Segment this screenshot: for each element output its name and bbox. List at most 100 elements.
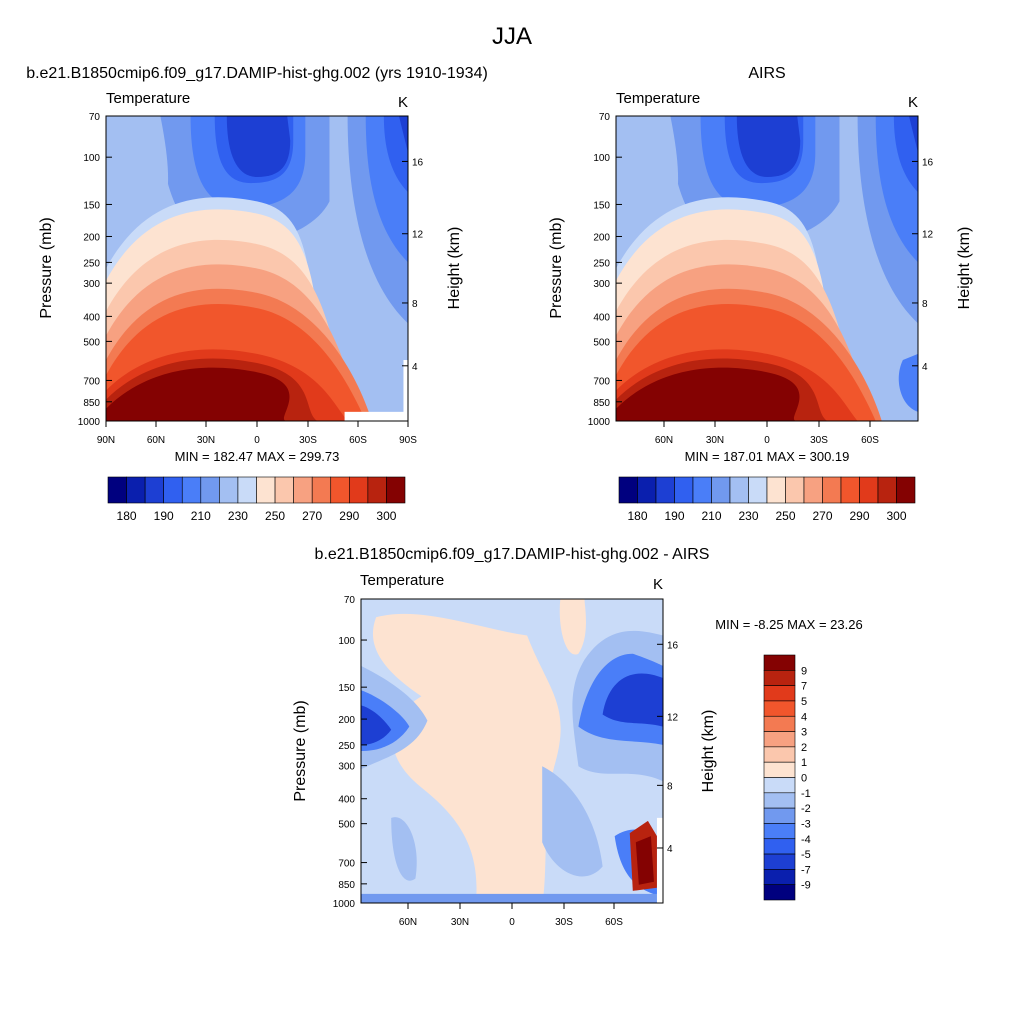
- panel-model-colorbar-swatch: [386, 476, 406, 504]
- panel-model-x-tick-label: 60S: [349, 435, 367, 446]
- panel-airs-min-max: MIN = 187.01 MAX = 300.19: [685, 449, 850, 464]
- panel-difference-colorbar-swatch: [763, 853, 796, 870]
- panel-model-colorbar-swatch: [274, 476, 294, 504]
- panel-difference-cold-band: [542, 766, 603, 877]
- panel-difference-field: [361, 599, 663, 903]
- panel-difference-cold-band: [602, 673, 663, 727]
- panel-difference-colorbar-swatch: [763, 792, 796, 809]
- panel-airs-y-tick-label: 500: [593, 337, 610, 348]
- panel-difference-y-tick-label: 300: [338, 762, 355, 773]
- panel-model-x-tick-label: 30S: [299, 435, 317, 446]
- panel-model-missing-data: [403, 360, 408, 421]
- panel-model-height-tick-label: 4: [412, 362, 418, 373]
- panel-model-x-tick-label: 90S: [399, 435, 417, 446]
- panel-airs-y-tick-label: 400: [593, 312, 610, 323]
- panel-model-colorbar-swatch: [126, 476, 146, 504]
- panel-airs-height-tick-label: 16: [922, 157, 934, 168]
- panel-airs-y-tick-label: 150: [593, 200, 610, 211]
- panel-airs-y-tick-label: 300: [593, 279, 610, 290]
- panel-model-units: K: [398, 94, 408, 111]
- panel-difference-colorbar-swatch: [763, 731, 796, 748]
- panel-model-cold-band: [226, 116, 291, 177]
- panel-airs-north-band: [616, 116, 679, 233]
- panel-difference-colorbar: 9 7 5 4 3 2 1 0 -1 -2 -3 -4 -5 -7 -9: [763, 654, 811, 901]
- panel-model-colorbar-label: 180: [117, 509, 137, 523]
- panel-difference-warm-anomaly: [635, 836, 654, 885]
- panel-model-field: [106, 116, 408, 421]
- panel-difference-colorbar-label: 4: [801, 711, 807, 723]
- panel-difference-x-tick-label: 0: [509, 917, 515, 928]
- panel-difference-y-tick-label: 500: [338, 820, 355, 831]
- panel-airs-height-tick-label: 8: [922, 299, 928, 310]
- panel-model-colorbar-swatch: [367, 476, 387, 504]
- panel-airs-y-ticks-right: 16 12 8 4: [912, 157, 934, 373]
- panel-airs-warm-band: [616, 367, 800, 421]
- panel-airs-colorbar-swatch: [692, 476, 712, 504]
- panel-difference-cold-band: [391, 817, 417, 881]
- panel-airs-y-tick-label: 1000: [588, 417, 611, 428]
- panel-model-y-tick-label: 500: [83, 337, 100, 348]
- panel-model-colorbar-swatch: [237, 476, 257, 504]
- panel-difference-colorbar-swatch: [763, 654, 796, 671]
- panel-model-colorbar-swatch: [311, 476, 332, 504]
- panel-model-colorbar-swatch: [256, 476, 276, 504]
- panel-airs-ylabel-right: Height (km): [956, 227, 973, 310]
- panel-difference-colorbar-label: 1: [801, 757, 807, 769]
- panel-difference-colorbar-label: -3: [801, 818, 811, 830]
- panel-airs-colorbar-swatch: [711, 476, 731, 504]
- panel-airs: AIRS Temperature K 70 100 150 200 250 300 400 5…: [548, 65, 973, 523]
- panel-airs-y-tick-label: 250: [593, 258, 610, 269]
- panel-difference-x-tick-label: 30N: [451, 917, 469, 928]
- panel-difference-colorbar-swatch: [763, 715, 796, 732]
- panel-model-x-tick-label: 90N: [97, 435, 115, 446]
- panel-difference-ylabel: Pressure (mb): [292, 700, 309, 801]
- panel-model-y-tick-label: 400: [83, 312, 100, 323]
- panel-model-polar-band: [398, 116, 408, 153]
- panel-airs-colorbar-label: 230: [738, 509, 758, 523]
- panel-airs-y-tick-label: 200: [593, 232, 610, 243]
- panel-model-height-tick-label: 16: [412, 157, 424, 168]
- panel-airs-colorbar-swatch: [766, 476, 786, 504]
- panel-model-colorbar-swatch: [181, 476, 202, 504]
- panel-difference-height-tick-label: 16: [667, 640, 679, 651]
- panel-difference-colorbar-label: 2: [801, 742, 807, 754]
- panel-difference-height-tick-label: 4: [667, 844, 673, 855]
- panel-airs-ylabel: Pressure (mb): [548, 217, 565, 318]
- panel-airs-x-tick-label: 0: [764, 435, 770, 446]
- panel-airs-x-tick-label: 60N: [655, 435, 673, 446]
- panel-difference-colorbar-swatch: [763, 869, 796, 885]
- panel-airs-colorbar-label: 300: [886, 509, 906, 523]
- panel-difference-y-tick-label: 70: [344, 595, 356, 606]
- panel-airs-colorbar-label: 270: [812, 509, 832, 523]
- panel-difference-ylabel-right: Height (km): [700, 710, 717, 793]
- panel-model-colorbar-swatch: [349, 476, 369, 504]
- panel-model-colorbar-swatch: [293, 476, 313, 504]
- panel-airs-title: AIRS: [748, 65, 785, 82]
- panel-difference-colorbar-label: -1: [801, 788, 811, 800]
- panel-airs-colorbar-swatch: [729, 476, 749, 504]
- panel-model-colorbar-swatch: [107, 476, 127, 504]
- panel-difference-colorbar-swatch: [763, 884, 796, 901]
- panel-airs-x-tick-label: 60S: [861, 435, 879, 446]
- panel-difference-colorbar-swatch: [763, 746, 796, 763]
- panel-difference-min-max: MIN = -8.25 MAX = 23.26: [715, 617, 862, 632]
- page-title: JJA: [492, 23, 532, 50]
- panel-airs-y-ticks: 70 100 150 200 250 300 400 500 700 850 1000: [588, 112, 622, 428]
- panel-airs-colorbar-swatch: [822, 476, 842, 504]
- panel-airs-x-tick-label: 30N: [706, 435, 724, 446]
- panel-difference-y-tick-label: 150: [338, 683, 355, 694]
- panel-airs-colorbar-swatch: [803, 476, 823, 504]
- panel-airs-colorbar-label: 210: [701, 509, 721, 523]
- panel-airs-colorbar-swatch: [785, 476, 805, 504]
- panel-model-x-tick-label: 60N: [147, 435, 165, 446]
- panel-model-colorbar-swatch: [200, 476, 220, 504]
- panel-difference-y-ticks-right: 16 12 8 4: [657, 640, 679, 855]
- panel-model-colorbar-label: 250: [265, 509, 285, 523]
- panel-model-x-tick-label: 30N: [197, 435, 215, 446]
- panel-airs-colorbar-swatch: [748, 476, 768, 504]
- panel-difference-cold-band: [361, 705, 392, 745]
- panel-airs-polar-band: [908, 116, 918, 153]
- panel-model-y-tick-label: 300: [83, 279, 100, 290]
- panel-difference-colorbar-swatch: [763, 777, 796, 794]
